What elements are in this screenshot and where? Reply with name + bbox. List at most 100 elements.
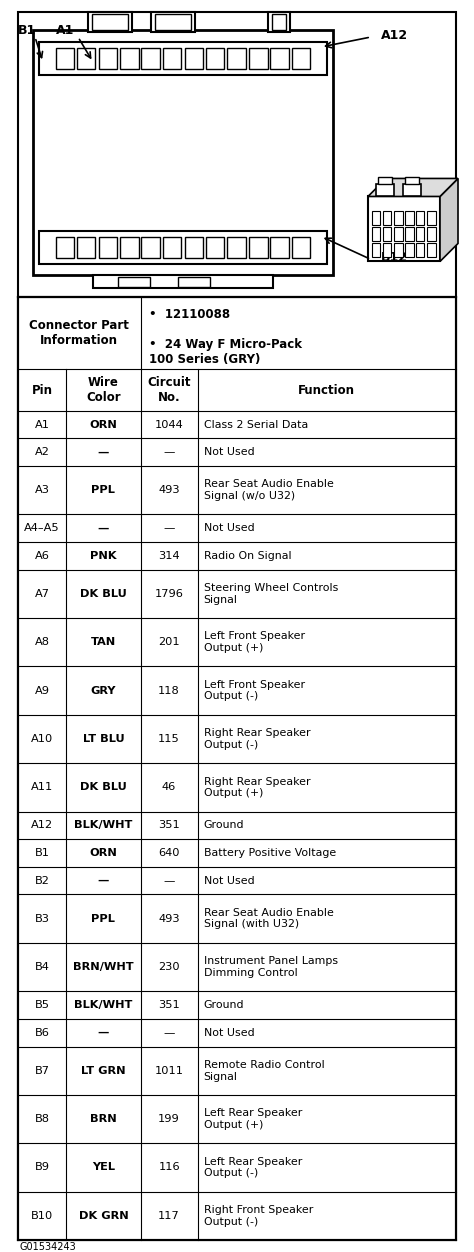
Text: B3: B3 [35,914,50,924]
Bar [88,13,132,33]
Bar [155,15,191,30]
Text: 1044: 1044 [155,419,183,429]
Polygon shape [440,179,458,262]
Text: •  24 Way F Micro-Pack
100 Series (GRY): • 24 Way F Micro-Pack 100 Series (GRY) [149,338,301,366]
Text: 493: 493 [158,486,180,496]
Bar [142,238,160,258]
Bar [403,184,421,197]
Text: Left Rear Speaker
Output (+): Left Rear Speaker Output (+) [203,1108,302,1129]
Text: Class 2 Serial Data: Class 2 Serial Data [203,419,308,429]
Text: DK BLU: DK BLU [80,782,127,793]
Bar [18,298,456,1239]
Text: •  12110088: • 12110088 [149,308,230,322]
Text: 351: 351 [158,820,180,830]
Text: 640: 640 [158,848,180,858]
Text: —: — [98,447,109,457]
Bar [416,228,425,242]
Bar [120,48,138,69]
Text: —: — [98,875,109,885]
Text: B2: B2 [35,875,49,885]
Bar [118,278,150,288]
Text: 199: 199 [158,1114,180,1124]
Bar [271,238,289,258]
Text: 118: 118 [158,686,180,696]
Text: Left Front Speaker
Output (+): Left Front Speaker Output (+) [203,631,305,654]
Text: B7: B7 [35,1065,50,1075]
Text: 230: 230 [158,962,180,972]
Bar [405,243,413,258]
Bar [163,48,182,69]
Bar [120,238,138,258]
Text: Battery Positive Voltage: Battery Positive Voltage [203,848,336,858]
Bar [77,48,95,69]
Bar [163,238,182,258]
Text: Right Rear Speaker
Output (+): Right Rear Speaker Output (+) [203,776,310,799]
Bar [383,212,392,225]
Text: 1796: 1796 [155,588,183,598]
Bar [416,212,425,225]
Text: BLK/WHT: BLK/WHT [74,1000,133,1010]
Text: B5: B5 [35,1000,50,1010]
Bar [372,212,381,225]
Text: 117: 117 [158,1211,180,1221]
Text: Rear Seat Audio Enable
Signal (with U32): Rear Seat Audio Enable Signal (with U32) [203,908,333,929]
Bar [378,178,392,184]
Text: —: — [164,875,175,885]
Text: Remote Radio Control
Signal: Remote Radio Control Signal [203,1060,324,1082]
Bar [142,48,160,69]
Bar [206,48,225,69]
Bar [292,238,310,258]
Bar [427,243,436,258]
Text: B1: B1 [18,24,36,36]
Text: PNK: PNK [90,551,117,561]
Bar [394,212,402,225]
Text: PPL: PPL [91,914,115,924]
Text: Right Front Speaker
Output (-): Right Front Speaker Output (-) [203,1204,313,1227]
Bar [271,48,289,69]
Bar [394,228,402,242]
Text: A1: A1 [35,419,50,429]
Text: B10: B10 [31,1211,53,1221]
Polygon shape [368,179,458,197]
Text: TAN: TAN [91,637,116,647]
Bar [93,275,273,288]
Text: BLK/WHT: BLK/WHT [74,820,133,830]
Bar [292,48,310,69]
Bar [206,238,225,258]
Text: 493: 493 [158,914,180,924]
Bar [368,197,440,262]
Bar [249,48,267,69]
Text: Steering Wheel Controls
Signal: Steering Wheel Controls Signal [203,583,338,605]
Text: Circuit
No.: Circuit No. [147,376,191,404]
Bar [416,243,425,258]
Text: Radio On Signal: Radio On Signal [203,551,291,561]
Text: A7: A7 [35,588,50,598]
Text: A8: A8 [35,637,50,647]
Text: A6: A6 [35,551,49,561]
Text: Function: Function [298,383,356,397]
Bar [228,48,246,69]
Bar [372,228,381,242]
Bar [33,30,333,275]
Bar [383,243,392,258]
Text: 351: 351 [158,1000,180,1010]
Text: Pin: Pin [32,383,53,397]
Bar [39,43,327,75]
Bar [92,15,128,30]
Text: B12: B12 [381,250,408,264]
Text: BRN/WHT: BRN/WHT [73,962,134,972]
Text: DK BLU: DK BLU [80,588,127,598]
Bar [405,212,413,225]
Text: Left Front Speaker
Output (-): Left Front Speaker Output (-) [203,680,305,701]
Bar [268,13,290,33]
Text: —: — [164,1028,175,1038]
Text: B9: B9 [35,1162,50,1172]
Text: YEL: YEL [92,1162,115,1172]
Text: B1: B1 [35,848,50,858]
Text: A3: A3 [35,486,50,496]
Text: ORN: ORN [90,848,118,858]
Text: G01534243: G01534243 [20,1242,77,1252]
Text: Rear Seat Audio Enable
Signal (w/o U32): Rear Seat Audio Enable Signal (w/o U32) [203,480,333,501]
Bar [272,15,286,30]
Bar [55,238,74,258]
